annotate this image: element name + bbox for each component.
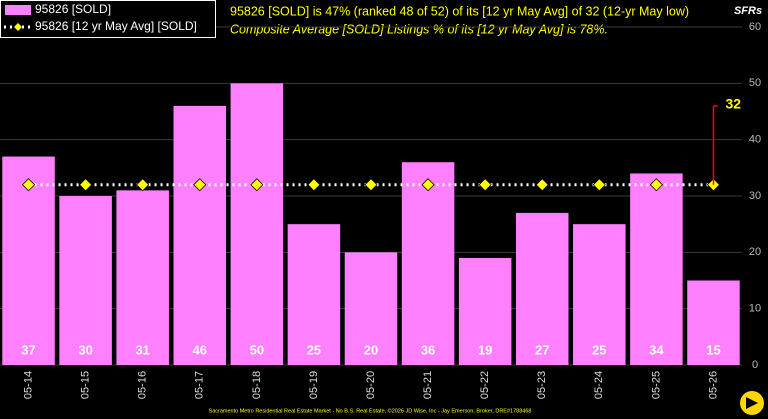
bar (230, 83, 284, 365)
y-tick-label: 50 (749, 77, 761, 89)
bar (687, 280, 740, 365)
bar (116, 190, 169, 365)
bar (630, 173, 683, 365)
value-label: 37 (21, 342, 35, 357)
value-label: 19 (478, 342, 492, 357)
bar (573, 224, 626, 365)
average-marker (421, 178, 435, 192)
average-marker (535, 178, 549, 192)
x-tick-label: 05-15 (80, 371, 92, 399)
chart-title: 95826 [SOLD] is 47% (ranked 48 of 52) of… (230, 4, 689, 18)
x-tick-label: 05-19 (308, 371, 320, 399)
y-tick-label: 60 (749, 21, 761, 33)
bar (458, 257, 512, 365)
x-tick-label: 05-17 (194, 371, 206, 399)
average-marker (592, 178, 606, 192)
bar (515, 212, 569, 365)
bar (2, 156, 55, 365)
value-label: 50 (250, 342, 264, 357)
x-tick-label: 05-16 (137, 371, 149, 399)
y-axis-label: SFRs (734, 5, 762, 17)
average-marker (193, 178, 207, 192)
legend-swatch (5, 5, 31, 15)
y-tick-label: 40 (749, 134, 761, 146)
value-label: 25 (592, 342, 606, 357)
y-tick-label: 10 (749, 303, 761, 315)
value-label: 34 (649, 342, 664, 357)
average-marker (21, 178, 36, 192)
average-marker (478, 178, 492, 192)
bar (344, 252, 398, 365)
value-label: 36 (421, 342, 435, 357)
legend: 95826 [SOLD] 95826 [12 yr May Avg] [SOLD] (0, 0, 216, 38)
value-label: 27 (535, 342, 549, 357)
y-tick-label: 30 (749, 190, 761, 202)
average-marker (79, 178, 93, 192)
legend-marker (14, 23, 22, 31)
average-marker (364, 178, 378, 192)
legend-label: 95826 [SOLD] (35, 2, 111, 16)
value-label: 20 (364, 342, 378, 357)
annotation-label: 32 (725, 96, 741, 112)
average-marker (250, 178, 264, 192)
x-tick-label: 05-18 (251, 371, 263, 399)
value-label: 15 (706, 342, 720, 357)
x-tick-label: 05-20 (365, 371, 377, 399)
x-tick-label: 05-21 (422, 371, 434, 399)
value-label: 30 (78, 342, 92, 357)
x-tick-label: 05-24 (593, 371, 605, 399)
legend-box (0, 0, 216, 38)
average-marker (649, 178, 663, 192)
bar (401, 162, 455, 365)
bar (287, 224, 341, 365)
value-label: 25 (307, 342, 321, 357)
value-label: 31 (135, 342, 149, 357)
value-label: 46 (193, 342, 207, 357)
legend-label: 95826 [12 yr May Avg] [SOLD] (35, 19, 197, 33)
x-tick-label: 05-23 (536, 371, 548, 399)
bar (173, 105, 227, 365)
y-tick-label: 0 (752, 359, 758, 371)
y-tick-label: 20 (749, 246, 761, 258)
bar (59, 196, 112, 365)
average-marker (307, 178, 321, 192)
x-tick-label: 05-25 (650, 371, 662, 399)
x-tick-label: 05-22 (479, 371, 491, 399)
logo (740, 391, 764, 415)
average-marker (136, 178, 150, 192)
footer: Sacramento Metro Residential Real Estate… (209, 407, 532, 414)
chart-subtitle: Composite Average [SOLD] Listings % of i… (230, 22, 608, 36)
x-tick-label: 05-26 (707, 371, 719, 399)
x-tick-label: 05-14 (22, 371, 34, 399)
